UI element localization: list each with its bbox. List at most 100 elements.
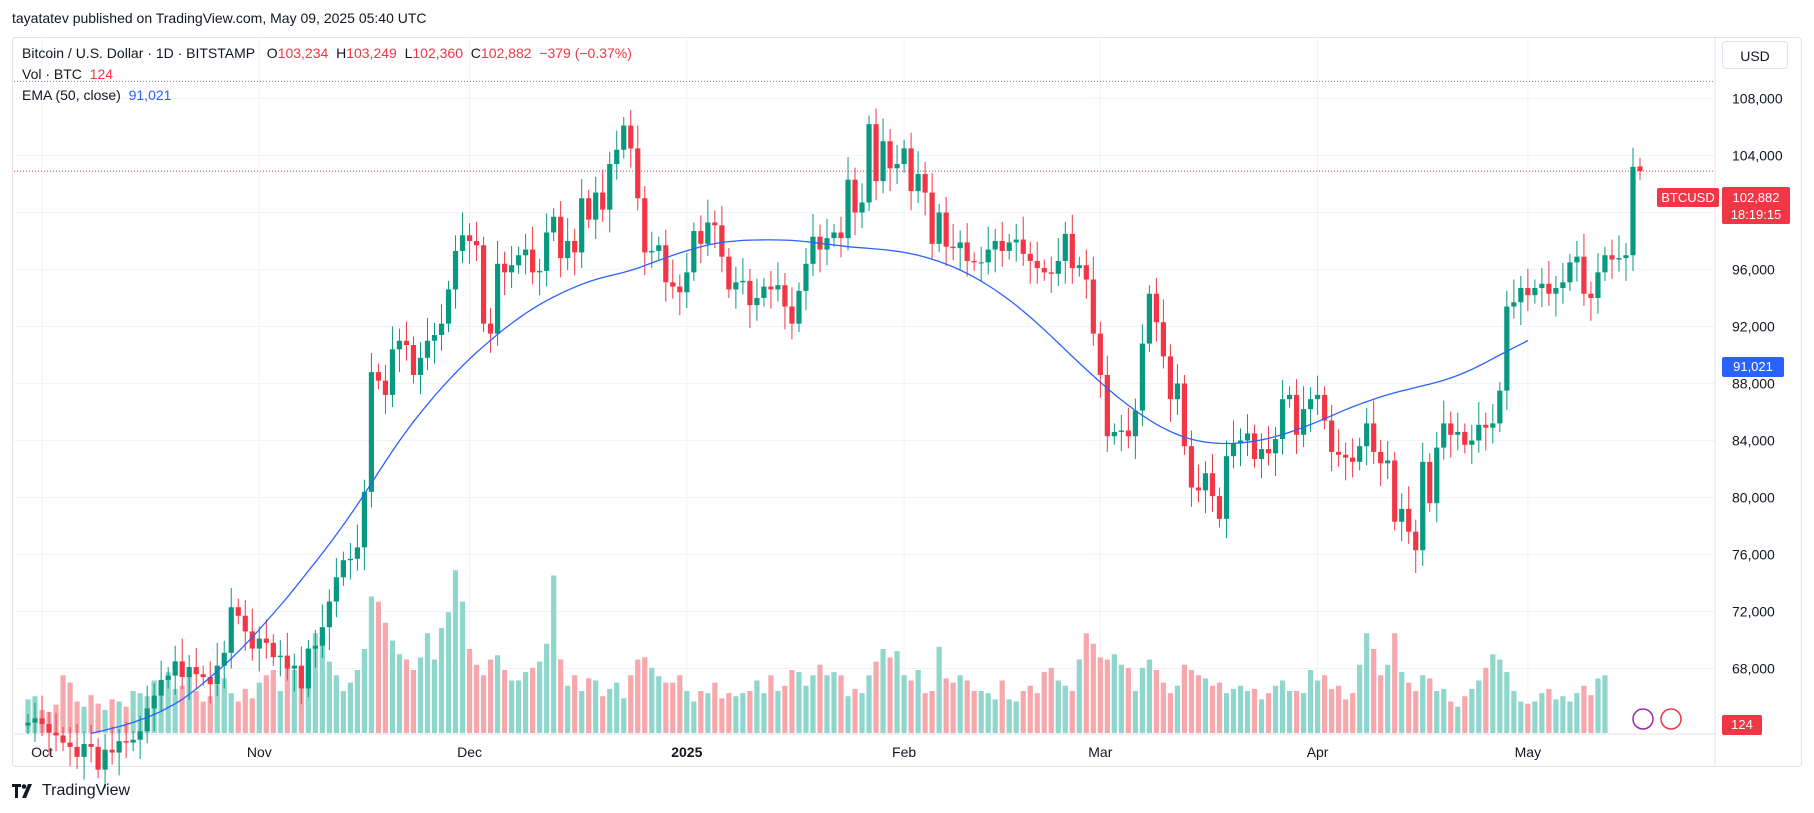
volume-bar <box>684 691 690 733</box>
legend-volume-label[interactable]: Vol · BTC <box>22 66 82 82</box>
volume-bar <box>1062 685 1068 733</box>
candle-body <box>1265 449 1272 454</box>
legend-symbol[interactable]: Bitcoin / U.S. Dollar · 1D · BITSTAMP <box>22 45 256 61</box>
candle-body <box>866 124 872 203</box>
volume-bar <box>1209 685 1216 733</box>
candle-body <box>593 192 599 220</box>
volume-bar <box>1322 675 1328 733</box>
x-tick-label: Oct <box>31 744 53 760</box>
volume-bar <box>221 678 227 733</box>
candle-body <box>1111 431 1117 437</box>
candle-body <box>1216 496 1223 519</box>
candle-body <box>635 148 641 199</box>
volume-bar <box>670 682 676 733</box>
volume-bar <box>1406 682 1412 733</box>
candle-body <box>1357 446 1363 462</box>
candle-body <box>558 216 564 259</box>
candle-body <box>1595 272 1601 298</box>
candle-body <box>943 212 949 247</box>
legend-ema-label[interactable]: EMA (50, close) <box>22 87 121 103</box>
volume-bar <box>242 688 248 733</box>
volume-bar <box>1111 654 1117 733</box>
candle-body <box>1153 293 1159 323</box>
candle-body <box>957 242 963 249</box>
volume-bar <box>719 698 725 733</box>
candle-body <box>894 164 900 169</box>
candle-body <box>929 192 935 244</box>
volume-bar <box>999 680 1005 733</box>
volume-bar <box>1097 657 1103 733</box>
volume-bar <box>1307 670 1314 733</box>
volume-bar <box>235 701 241 733</box>
candle-body <box>53 732 59 736</box>
candle-body <box>838 232 844 239</box>
volume-bar <box>894 651 900 733</box>
volume-bar <box>1434 691 1440 733</box>
candle-body <box>1574 256 1580 263</box>
volume-bar <box>193 691 199 733</box>
candle-body <box>628 125 634 149</box>
candle-body <box>1476 424 1482 441</box>
candle-body <box>1132 410 1138 437</box>
candle-body <box>1083 265 1089 280</box>
candle-body <box>1013 239 1019 243</box>
volume-bar <box>516 680 522 733</box>
volume-bar <box>1041 672 1047 733</box>
legend-high: 103,249 <box>346 45 397 61</box>
volume-bar <box>284 667 290 733</box>
chart-frame <box>12 37 1802 767</box>
candle-body <box>754 298 760 306</box>
candle-body <box>32 718 38 723</box>
candle-body <box>60 735 66 743</box>
volume-bar <box>698 691 704 733</box>
volume-bar <box>943 678 949 733</box>
candle-body <box>1567 262 1573 283</box>
candle-body <box>1272 439 1279 454</box>
candle-body <box>1392 460 1398 522</box>
candle-body <box>1532 288 1538 296</box>
volume-bar <box>417 657 424 733</box>
volume-bar <box>880 649 886 733</box>
volume-bar <box>964 680 970 733</box>
volume-bar <box>1469 688 1475 733</box>
volume-bar <box>642 657 648 733</box>
volume-bar <box>1153 670 1159 733</box>
candle-body <box>1525 288 1531 296</box>
volume-bar <box>1455 706 1461 733</box>
volume-bar <box>487 659 494 733</box>
candle-body <box>1546 283 1552 294</box>
volume-bar <box>782 685 788 733</box>
volume-bar <box>593 680 599 733</box>
volume-bar <box>761 693 767 733</box>
volume-bar <box>298 680 304 733</box>
candle-body <box>859 202 865 213</box>
candle-body <box>1062 233 1068 261</box>
volume-bar <box>312 633 318 733</box>
volume-bar <box>789 670 795 733</box>
volume-bar <box>368 596 375 733</box>
volume-bar <box>270 670 276 733</box>
candle-body <box>964 242 970 261</box>
volume-bar <box>354 670 361 733</box>
candle-body <box>586 198 592 220</box>
volume-bar <box>1027 685 1033 733</box>
volume-bar <box>277 691 283 733</box>
volume-bar <box>1588 695 1594 733</box>
candle-body <box>642 198 648 253</box>
volume-bar <box>67 682 73 733</box>
currency-button[interactable]: USD <box>1722 41 1788 69</box>
candle-body <box>361 491 368 548</box>
volume-bar <box>992 699 998 733</box>
candle-body <box>88 744 94 747</box>
candle-body <box>487 323 494 334</box>
footer-brand[interactable]: TradingView <box>12 782 130 800</box>
candle-body <box>137 731 143 740</box>
candle-body <box>1286 394 1293 400</box>
volume-bar <box>663 682 669 733</box>
volume-bar <box>1300 693 1307 733</box>
volume-bar <box>116 701 122 733</box>
candle-body <box>1504 306 1510 391</box>
volume-bar <box>1125 667 1131 733</box>
volume-bar <box>1399 672 1405 733</box>
